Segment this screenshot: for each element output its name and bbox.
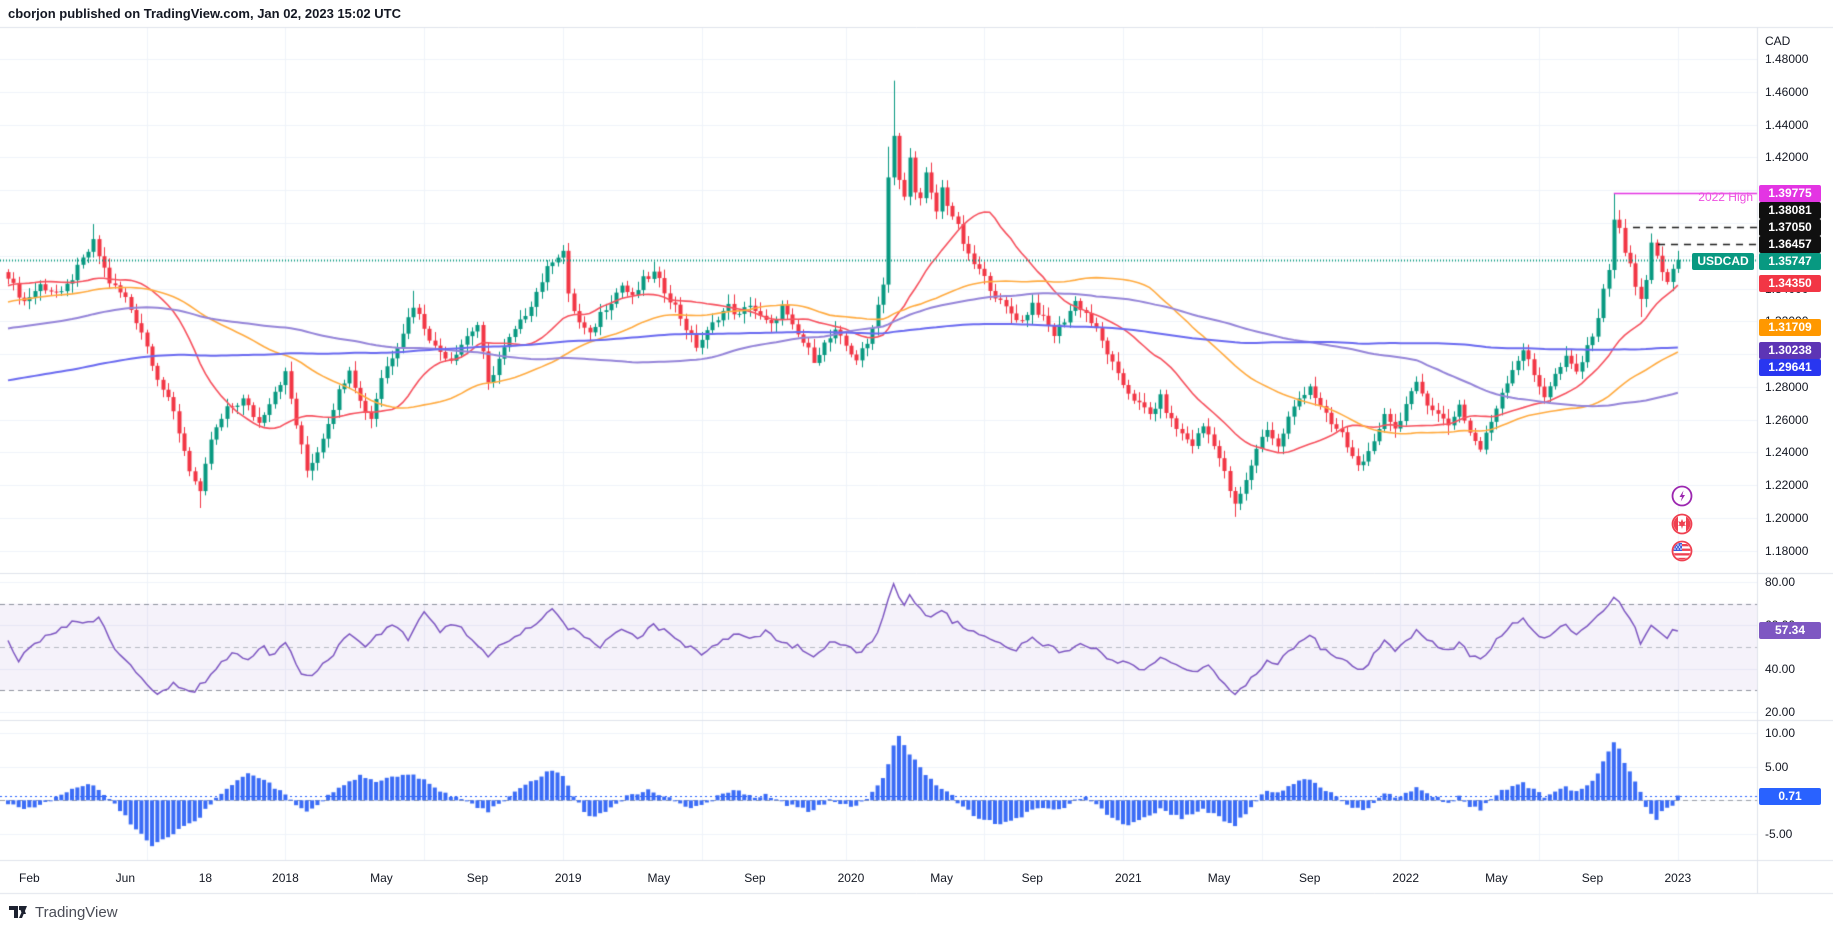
tradingview-logo-icon bbox=[9, 906, 27, 918]
tradingview-logo-text: TradingView bbox=[35, 903, 118, 921]
price-tick: 1.24000 bbox=[1765, 445, 1809, 460]
time-axis-label: Feb bbox=[18, 871, 40, 885]
time-axis-label: Sep bbox=[1581, 871, 1604, 885]
time-axis-label: 2021 bbox=[1114, 871, 1142, 885]
time-axis-label: Jun bbox=[115, 871, 136, 885]
price-tick: 1.22000 bbox=[1765, 478, 1809, 493]
rsi-tick: 20.00 bbox=[1765, 705, 1796, 719]
price-tick: 1.44000 bbox=[1765, 117, 1809, 132]
time-axis-label: 2018 bbox=[272, 871, 299, 885]
publish-header: cborjon published on TradingView.com, Ja… bbox=[8, 6, 401, 21]
symbol-tag: USDCAD bbox=[1692, 253, 1754, 270]
time-axis-label: 2023 bbox=[1664, 871, 1692, 885]
price-axis-currency-label: CAD bbox=[1765, 34, 1791, 48]
rsi-tick: 80.00 bbox=[1765, 575, 1796, 589]
price-tick: 1.28000 bbox=[1765, 379, 1809, 394]
label-last-price: 1.35747 bbox=[1759, 253, 1821, 270]
time-axis-label: 2019 bbox=[554, 871, 582, 885]
economic-event-earnings-icon[interactable] bbox=[1671, 485, 1693, 507]
time-axis-label: Sep bbox=[744, 871, 766, 885]
time-axis-label: 2020 bbox=[837, 871, 865, 885]
histogram-value-label: 0.71 bbox=[1759, 788, 1821, 805]
time-axis-label: May bbox=[647, 871, 671, 885]
tradingview-logo[interactable]: TradingView bbox=[8, 902, 118, 922]
time-axis-label: May bbox=[930, 871, 953, 885]
time-axis-label: May bbox=[1207, 871, 1231, 885]
price-tick: 1.18000 bbox=[1765, 543, 1809, 558]
label-sma20: 1.34350 bbox=[1759, 275, 1821, 292]
rsi-tick: 40.00 bbox=[1765, 661, 1796, 676]
label-level-1: 1.38081 bbox=[1759, 202, 1821, 219]
time-axis-label: 2022 bbox=[1392, 871, 1420, 885]
time-axis-label: 18 bbox=[198, 871, 213, 885]
histogram-tick: 5.00 bbox=[1765, 759, 1789, 774]
label-sma100: 1.30238 bbox=[1759, 342, 1821, 359]
label-2022-high-price: 1.39775 bbox=[1759, 185, 1821, 202]
rsi-value-label: 57.34 bbox=[1759, 622, 1821, 639]
price-tick: 1.42000 bbox=[1765, 150, 1809, 165]
time-axis-label: May bbox=[370, 871, 393, 885]
time-axis-label: Sep bbox=[1299, 871, 1321, 885]
price-tick: 1.46000 bbox=[1765, 84, 1809, 99]
label-level-3: 1.36457 bbox=[1759, 236, 1821, 253]
price-tick: 1.26000 bbox=[1765, 412, 1809, 427]
label-sma200: 1.29641 bbox=[1759, 359, 1821, 376]
label-level-2: 1.37050 bbox=[1759, 219, 1821, 236]
price-tick: 1.48000 bbox=[1765, 52, 1809, 66]
price-tick: 1.20000 bbox=[1765, 511, 1809, 525]
economic-event-canada-flag-icon[interactable] bbox=[1671, 513, 1693, 535]
histogram-tick: 10.00 bbox=[1765, 726, 1796, 740]
histogram-tick: -5.00 bbox=[1765, 826, 1793, 841]
time-axis-label: Sep bbox=[1021, 871, 1043, 885]
annotation-2022-high[interactable]: 2022 High bbox=[1698, 190, 1753, 204]
time-axis-label: May bbox=[1485, 871, 1508, 885]
label-sma50: 1.31709 bbox=[1759, 319, 1821, 336]
time-axis-label: Sep bbox=[466, 871, 489, 885]
economic-event-us-flag-icon[interactable] bbox=[1671, 540, 1693, 562]
